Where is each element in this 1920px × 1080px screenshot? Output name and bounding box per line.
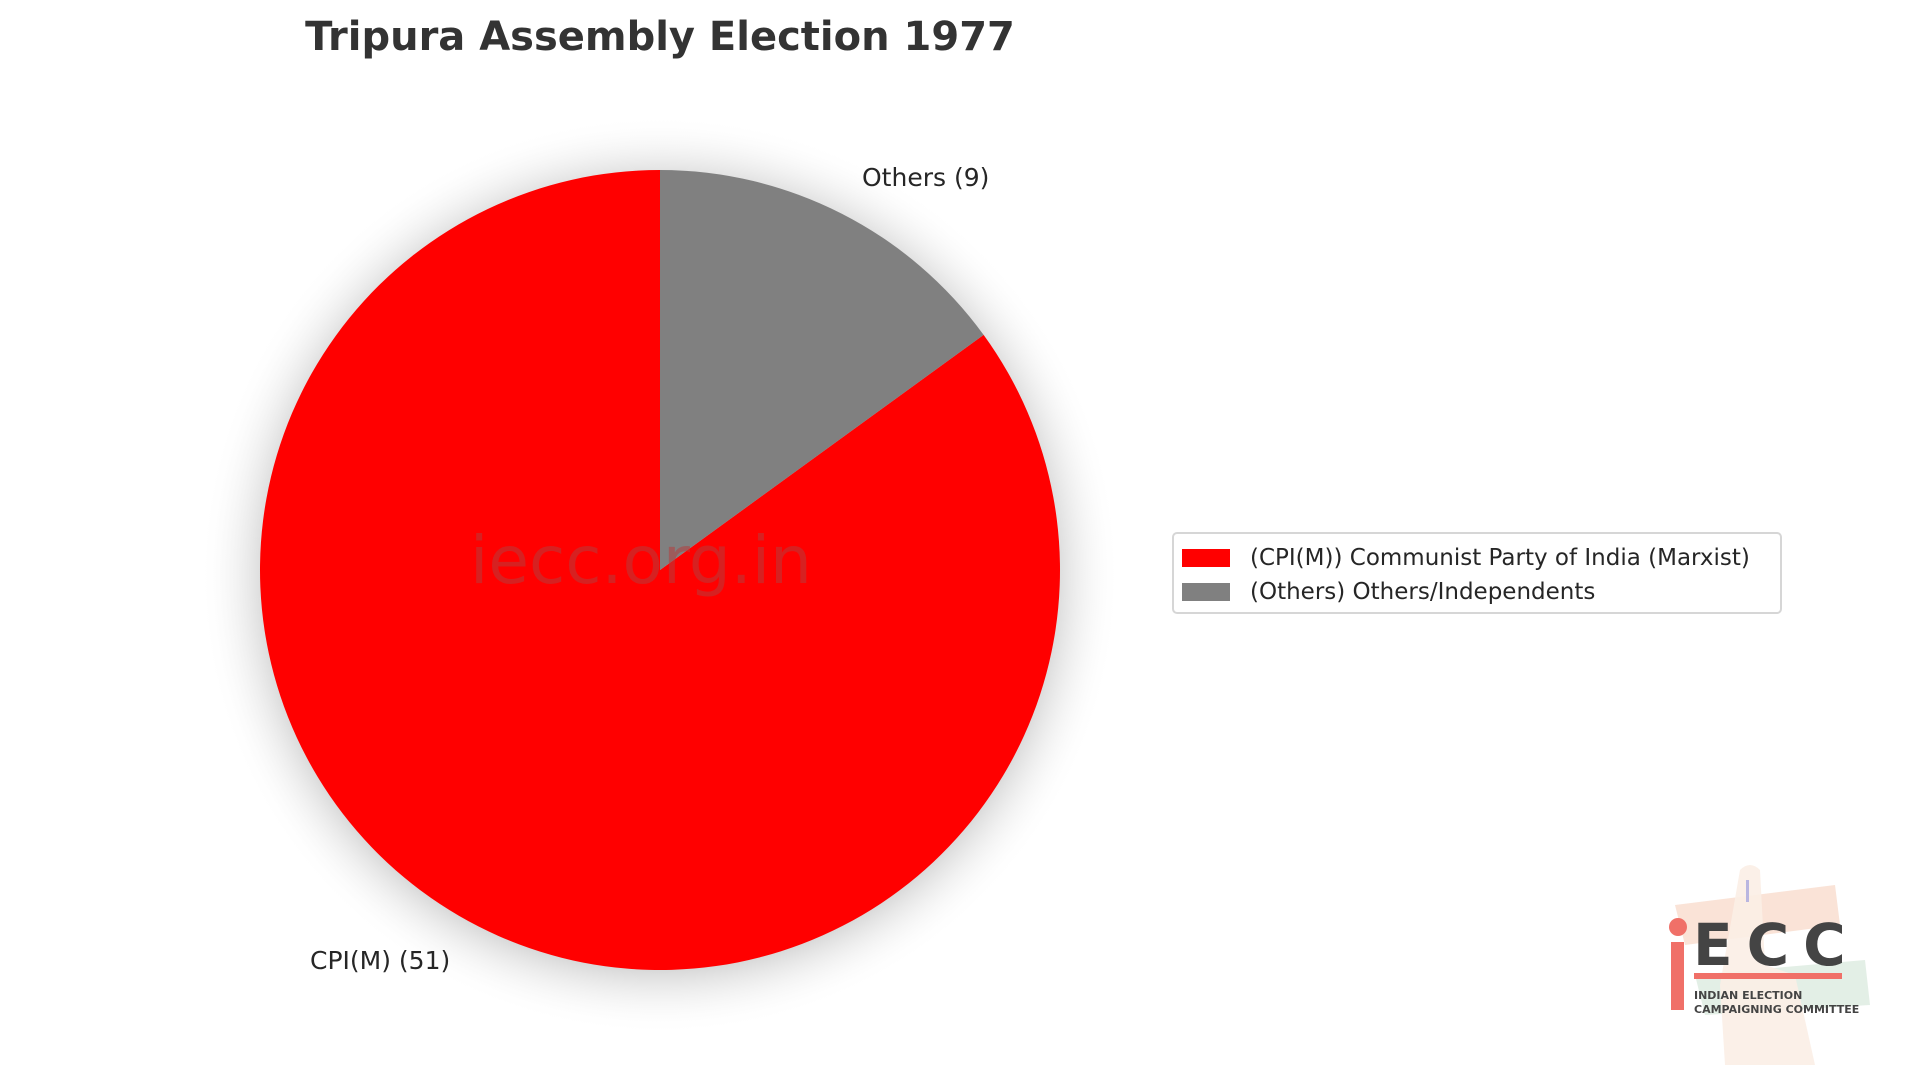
finger-icon <box>1720 865 1815 1065</box>
legend-swatch-cpim <box>1182 549 1230 567</box>
iecc-logo: ECC INDIAN ELECTION CAMPAIGNING COMMITTE… <box>1669 865 1870 1065</box>
ink-mark-icon <box>1746 880 1749 902</box>
logo-letters: ECC <box>1693 911 1860 979</box>
legend-item-others: (Others) Others/Independents <box>1182 577 1595 607</box>
legend-swatch-others <box>1182 583 1230 601</box>
slice-label-others: Others (9) <box>862 163 990 192</box>
logo-underline <box>1694 973 1842 979</box>
legend-label-others: (Others) Others/Independents <box>1250 579 1596 605</box>
legend-item-cpim: (CPI(M)) Communist Party of India (Marxi… <box>1182 543 1750 573</box>
watermark: iecc.org.in <box>470 522 812 599</box>
logo-i-stem <box>1671 942 1684 1010</box>
pie-chart <box>200 115 1120 1035</box>
legend: (CPI(M)) Communist Party of India (Marxi… <box>1172 532 1782 614</box>
logo-line2: CAMPAIGNING COMMITTEE <box>1694 1003 1859 1016</box>
slice-label-cpim: CPI(M) (51) <box>310 946 451 975</box>
logo-line1: INDIAN ELECTION <box>1694 989 1802 1002</box>
chart-title: Tripura Assembly Election 1977 <box>305 14 1015 60</box>
logo-i-dot <box>1669 918 1687 936</box>
legend-label-cpim: (CPI(M)) Communist Party of India (Marxi… <box>1250 545 1750 571</box>
pie-slice-others <box>660 169 984 570</box>
